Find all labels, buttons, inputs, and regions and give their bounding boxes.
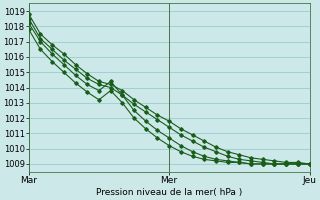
- X-axis label: Pression niveau de la mer( hPa ): Pression niveau de la mer( hPa ): [96, 188, 242, 197]
